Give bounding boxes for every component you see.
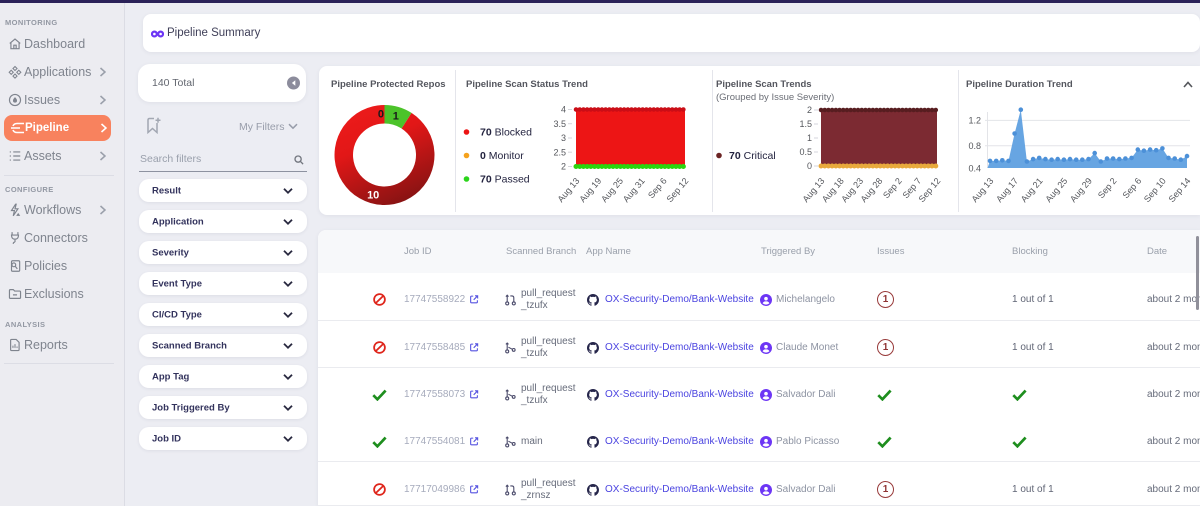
- svg-text:1.5: 1.5: [799, 119, 812, 129]
- svg-text:Pipeline Duration Trend: Pipeline Duration Trend: [966, 79, 1073, 90]
- svg-text:1: 1: [393, 111, 399, 123]
- svg-text:Aug 21: Aug 21: [1019, 176, 1045, 204]
- svg-text:Aug 29: Aug 29: [1068, 176, 1094, 204]
- svg-text:0.8: 0.8: [968, 141, 981, 151]
- svg-text:0.5: 0.5: [799, 147, 812, 157]
- svg-text:Aug 17: Aug 17: [994, 176, 1020, 204]
- svg-text:Aug 13: Aug 13: [556, 176, 582, 204]
- svg-text:70 Blocked: 70 Blocked: [480, 127, 532, 139]
- svg-text:10: 10: [367, 189, 379, 201]
- svg-text:Sep 12: Sep 12: [665, 176, 691, 204]
- svg-text:Sep 6: Sep 6: [1121, 176, 1144, 200]
- svg-text:Aug 25: Aug 25: [599, 176, 625, 204]
- svg-text:70 Passed: 70 Passed: [480, 174, 530, 186]
- svg-text:(Grouped by Issue Severity): (Grouped by Issue Severity): [716, 92, 834, 103]
- svg-text:Pipeline Scan Trends: Pipeline Scan Trends: [716, 79, 812, 90]
- svg-text:0.4: 0.4: [968, 164, 981, 174]
- svg-text:70 Critical: 70 Critical: [729, 150, 776, 162]
- svg-text:Sep 14: Sep 14: [1167, 176, 1193, 204]
- svg-text:2: 2: [561, 162, 566, 172]
- svg-text:1.2: 1.2: [968, 116, 981, 126]
- svg-text:Pipeline Scan Status Trend: Pipeline Scan Status Trend: [466, 79, 588, 90]
- svg-text:Aug 19: Aug 19: [577, 176, 603, 204]
- svg-text:0: 0: [807, 161, 812, 171]
- svg-text:0 Monitor: 0 Monitor: [480, 150, 524, 162]
- svg-text:Aug 31: Aug 31: [621, 176, 647, 204]
- svg-text:Sep 2: Sep 2: [881, 176, 904, 200]
- svg-text:Sep 2: Sep 2: [1096, 176, 1119, 200]
- svg-text:Aug 13: Aug 13: [970, 176, 996, 204]
- svg-text:0: 0: [378, 109, 384, 121]
- svg-text:4: 4: [561, 105, 566, 115]
- svg-text:Pipeline Protected Repos: Pipeline Protected Repos: [331, 79, 446, 90]
- svg-text:Sep 10: Sep 10: [1142, 176, 1168, 204]
- svg-text:Aug 25: Aug 25: [1043, 176, 1069, 204]
- svg-text:1: 1: [807, 133, 812, 143]
- svg-text:2: 2: [807, 105, 812, 115]
- svg-text:2.5: 2.5: [553, 147, 566, 157]
- svg-text:3.5: 3.5: [553, 119, 566, 129]
- svg-text:3: 3: [561, 133, 566, 143]
